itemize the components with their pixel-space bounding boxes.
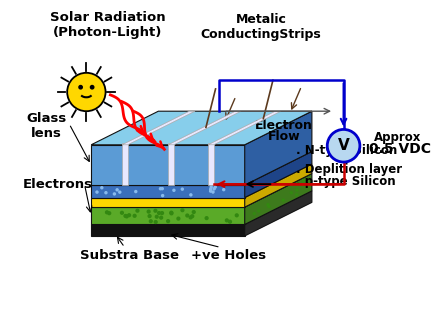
Circle shape	[160, 211, 164, 215]
Circle shape	[290, 191, 293, 195]
Circle shape	[105, 210, 109, 215]
Circle shape	[228, 220, 232, 224]
Circle shape	[134, 190, 138, 193]
Polygon shape	[168, 143, 174, 185]
Text: Electrons: Electrons	[22, 178, 93, 191]
Circle shape	[100, 186, 104, 189]
Circle shape	[189, 193, 193, 197]
Circle shape	[166, 219, 170, 223]
Polygon shape	[91, 224, 245, 236]
Circle shape	[107, 211, 112, 215]
Circle shape	[225, 218, 229, 222]
Circle shape	[213, 185, 217, 189]
Circle shape	[153, 220, 158, 224]
Circle shape	[153, 209, 157, 213]
Text: Electron: Electron	[255, 119, 313, 132]
Text: . N-type Silicon: . N-type Silicon	[295, 144, 397, 157]
Polygon shape	[208, 111, 281, 145]
Circle shape	[327, 129, 360, 162]
Polygon shape	[208, 143, 214, 185]
Circle shape	[176, 216, 180, 221]
Circle shape	[157, 211, 161, 215]
Circle shape	[185, 214, 189, 218]
Circle shape	[267, 205, 271, 208]
Polygon shape	[245, 151, 312, 198]
Circle shape	[161, 187, 164, 190]
Polygon shape	[245, 174, 312, 224]
Circle shape	[235, 213, 239, 217]
Circle shape	[95, 190, 99, 194]
Circle shape	[147, 214, 152, 218]
Circle shape	[161, 194, 164, 197]
Text: Substra Base: Substra Base	[80, 249, 179, 262]
Polygon shape	[91, 111, 312, 145]
Circle shape	[180, 208, 184, 212]
Polygon shape	[245, 111, 312, 185]
Circle shape	[209, 189, 212, 193]
Circle shape	[188, 215, 193, 219]
Text: Approx: Approx	[374, 130, 422, 144]
Polygon shape	[91, 145, 245, 185]
Circle shape	[149, 219, 153, 223]
Circle shape	[253, 212, 256, 215]
Circle shape	[169, 211, 174, 215]
Text: . Deplition layer: . Deplition layer	[295, 163, 402, 176]
Circle shape	[169, 211, 173, 215]
Circle shape	[159, 215, 163, 220]
Circle shape	[211, 190, 215, 194]
Circle shape	[123, 214, 127, 218]
Circle shape	[116, 188, 119, 192]
Polygon shape	[91, 207, 245, 224]
Polygon shape	[122, 143, 128, 185]
Polygon shape	[245, 191, 312, 236]
Circle shape	[155, 215, 159, 219]
Text: . p-type Silicon: . p-type Silicon	[295, 175, 395, 188]
Circle shape	[302, 179, 305, 182]
Polygon shape	[168, 111, 241, 145]
Circle shape	[159, 187, 162, 190]
Polygon shape	[91, 185, 245, 198]
Text: Flow: Flow	[268, 129, 300, 143]
Circle shape	[295, 193, 299, 197]
Circle shape	[124, 214, 129, 218]
Circle shape	[209, 187, 213, 191]
Circle shape	[192, 210, 196, 214]
Circle shape	[222, 188, 225, 191]
Circle shape	[146, 210, 151, 214]
Circle shape	[281, 198, 285, 202]
Circle shape	[67, 73, 105, 111]
Circle shape	[213, 187, 216, 191]
Circle shape	[181, 187, 184, 191]
Circle shape	[205, 216, 209, 220]
Circle shape	[135, 209, 139, 213]
Text: Glass
lens: Glass lens	[26, 112, 66, 140]
Circle shape	[209, 185, 213, 189]
Circle shape	[127, 213, 131, 217]
Circle shape	[257, 209, 261, 213]
Circle shape	[118, 190, 122, 194]
Circle shape	[132, 214, 137, 218]
Text: +ve Holes: +ve Holes	[191, 249, 266, 262]
Text: 0.5 VDC: 0.5 VDC	[370, 142, 431, 156]
Circle shape	[172, 189, 176, 192]
Circle shape	[295, 188, 299, 192]
Circle shape	[301, 182, 305, 186]
Circle shape	[90, 85, 94, 90]
Circle shape	[120, 211, 124, 215]
Circle shape	[104, 191, 108, 195]
Text: V: V	[338, 138, 349, 153]
Circle shape	[113, 192, 116, 196]
Text: Metalic
ConductingStrips: Metalic ConductingStrips	[201, 13, 321, 41]
Circle shape	[190, 214, 194, 218]
Circle shape	[266, 203, 270, 206]
Circle shape	[78, 85, 83, 90]
Polygon shape	[245, 164, 312, 207]
Text: Solar Radiation
(Photon-Light): Solar Radiation (Photon-Light)	[50, 11, 165, 39]
Polygon shape	[122, 111, 195, 145]
Polygon shape	[91, 198, 245, 207]
